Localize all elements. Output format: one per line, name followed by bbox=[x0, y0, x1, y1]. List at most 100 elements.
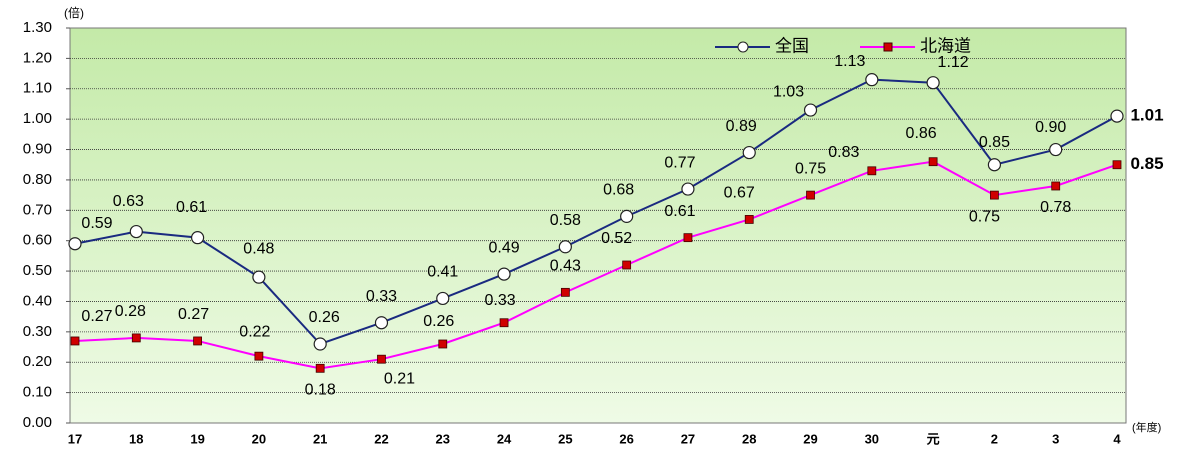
data-label: 0.85 bbox=[1130, 154, 1163, 173]
data-point bbox=[438, 339, 448, 349]
data-point bbox=[622, 260, 632, 270]
data-label: 0.21 bbox=[384, 370, 415, 387]
data-point bbox=[313, 337, 327, 351]
y-tick-label: 0.40 bbox=[23, 292, 52, 309]
data-label: 0.33 bbox=[366, 288, 397, 305]
x-tick-label: 元 bbox=[927, 431, 940, 446]
x-tick-label: 22 bbox=[374, 431, 388, 446]
data-point bbox=[926, 76, 940, 90]
data-point bbox=[131, 333, 141, 343]
data-label: 0.86 bbox=[906, 125, 937, 142]
x-tick-label: 27 bbox=[681, 431, 695, 446]
data-label: 1.01 bbox=[1130, 106, 1163, 125]
data-label: 0.27 bbox=[81, 308, 112, 325]
legend-marker bbox=[883, 42, 893, 52]
data-point bbox=[1049, 142, 1063, 157]
y-tick-label: 0.20 bbox=[23, 353, 52, 370]
y-tick-label: 1.30 bbox=[23, 19, 52, 36]
data-point bbox=[803, 103, 818, 117]
data-point bbox=[254, 351, 264, 361]
data-label: 1.13 bbox=[834, 53, 865, 70]
series-line bbox=[74, 78, 1118, 346]
data-point bbox=[1051, 181, 1061, 191]
data-label: 0.61 bbox=[176, 199, 207, 216]
data-label: 0.89 bbox=[726, 118, 757, 135]
data-point bbox=[744, 215, 754, 224]
x-tick-label: 4 bbox=[1113, 431, 1121, 446]
data-point bbox=[377, 354, 386, 364]
data-point bbox=[497, 267, 511, 281]
x-tick-label: 3 bbox=[1052, 431, 1059, 446]
data-point bbox=[68, 237, 82, 251]
data-point bbox=[683, 233, 693, 243]
y-unit-label: (倍) bbox=[64, 5, 84, 20]
x-tick-label: 25 bbox=[558, 431, 572, 446]
legend-marker bbox=[737, 41, 749, 53]
legend-label: 全国 bbox=[775, 36, 809, 55]
data-label: 0.33 bbox=[484, 292, 515, 309]
data-label: 0.75 bbox=[795, 160, 826, 177]
data-label: 0.22 bbox=[239, 323, 270, 340]
data-label: 0.58 bbox=[550, 212, 581, 229]
x-tick-label: 2 bbox=[991, 431, 998, 446]
data-point bbox=[1112, 160, 1122, 170]
data-label: 0.67 bbox=[724, 185, 755, 202]
data-label: 1.03 bbox=[773, 83, 804, 100]
data-point bbox=[928, 157, 938, 167]
data-label: 0.49 bbox=[488, 239, 519, 256]
x-tick-label: 21 bbox=[313, 431, 327, 446]
y-tick-label: 0.30 bbox=[23, 323, 52, 340]
data-point bbox=[374, 316, 389, 330]
x-tick-label: 24 bbox=[497, 431, 512, 446]
y-tick-label: 0.60 bbox=[23, 232, 52, 249]
x-tick-label: 30 bbox=[865, 431, 879, 446]
data-label: 0.41 bbox=[427, 264, 458, 281]
data-label: 0.26 bbox=[423, 313, 454, 330]
data-point bbox=[193, 336, 202, 346]
y-tick-label: 0.10 bbox=[23, 384, 52, 401]
y-tick-label: 0.80 bbox=[23, 171, 52, 188]
data-label: 0.61 bbox=[664, 203, 695, 220]
data-point bbox=[252, 270, 266, 284]
y-tick-label: 0.00 bbox=[23, 414, 52, 431]
x-tick-label: 20 bbox=[252, 431, 266, 446]
data-label: 0.52 bbox=[601, 230, 632, 247]
y-tick-label: 1.10 bbox=[23, 80, 52, 97]
data-point bbox=[560, 287, 570, 297]
data-label: 0.75 bbox=[969, 208, 1000, 225]
x-tick-label: 18 bbox=[129, 431, 143, 446]
data-point bbox=[987, 158, 1002, 172]
y-tick-label: 0.50 bbox=[23, 262, 52, 279]
data-point bbox=[315, 363, 325, 373]
data-label: 0.18 bbox=[305, 382, 336, 399]
data-point bbox=[865, 73, 879, 87]
data-point bbox=[558, 240, 572, 254]
data-label: 0.90 bbox=[1035, 119, 1066, 136]
data-point bbox=[681, 182, 695, 196]
data-label: 0.28 bbox=[115, 303, 146, 320]
legend-label: 北海道 bbox=[920, 36, 971, 55]
data-point bbox=[620, 209, 634, 223]
data-label: 0.27 bbox=[178, 306, 209, 323]
data-label: 1.12 bbox=[938, 54, 969, 71]
data-point bbox=[990, 190, 999, 200]
data-label: 0.68 bbox=[603, 182, 634, 199]
data-point bbox=[806, 190, 815, 200]
data-point bbox=[70, 336, 80, 346]
data-point bbox=[742, 145, 756, 160]
x-tick-label: 29 bbox=[803, 431, 817, 446]
y-tick-label: 1.00 bbox=[23, 110, 52, 127]
data-label: 0.48 bbox=[243, 240, 274, 257]
data-label: 0.85 bbox=[979, 134, 1010, 151]
x-tick-label: 23 bbox=[436, 431, 450, 446]
x-tick-label: 28 bbox=[742, 431, 756, 446]
y-tick-label: 1.20 bbox=[23, 49, 52, 66]
series-line bbox=[74, 160, 1118, 370]
data-point bbox=[499, 318, 509, 328]
x-tick-label: 19 bbox=[190, 431, 204, 446]
data-point bbox=[1110, 109, 1124, 123]
data-label: 0.43 bbox=[550, 258, 581, 275]
data-label: 0.59 bbox=[81, 215, 112, 232]
data-label: 0.77 bbox=[664, 154, 695, 171]
